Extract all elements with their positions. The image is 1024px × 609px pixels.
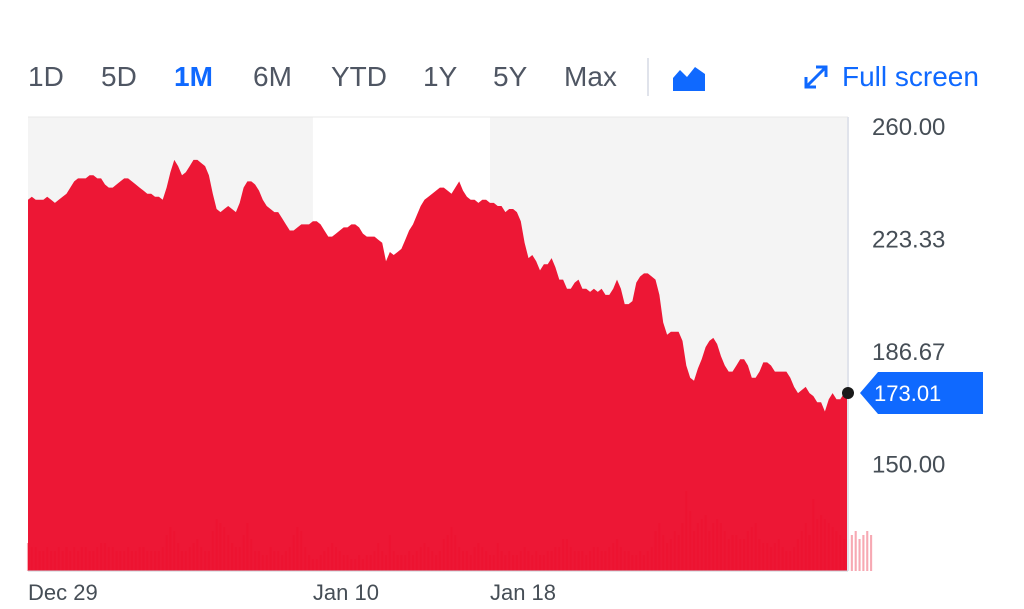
range-toolbar: 1D 5D 1M 6M YTD 1Y 5Y Max Full screen [0, 56, 1024, 98]
range-5d-button[interactable]: 5D [101, 61, 137, 92]
range-6m-button[interactable]: 6M [253, 61, 292, 92]
last-price-tag [860, 372, 983, 415]
price-chart[interactable]: 260.00 223.33 186.67 150.00 Dec 29 Jan 1… [0, 108, 1024, 609]
x-axis-ticks: Dec 29 Jan 10 Jan 18 [28, 580, 556, 605]
volume-bar [858, 539, 861, 571]
fullscreen-label: Full screen [842, 61, 979, 92]
last-price-dot [842, 387, 854, 400]
range-1m-button[interactable]: 1M [174, 61, 213, 92]
volume-bar [850, 535, 853, 571]
volume-bar [854, 531, 857, 571]
expand-arrows-icon [804, 65, 828, 89]
y-tick-label: 186.67 [872, 339, 945, 366]
last-price-marker: 173.01 [842, 372, 983, 415]
x-tick-label: Jan 18 [490, 580, 556, 605]
last-price-label: 173.01 [874, 381, 941, 406]
volume-bar [862, 535, 865, 571]
y-tick-label: 223.33 [872, 227, 945, 254]
price-area [28, 159, 848, 571]
y-tick-label: 260.00 [872, 114, 945, 141]
range-1d-button[interactable]: 1D [28, 61, 64, 92]
fullscreen-button[interactable]: Full screen [802, 56, 979, 98]
range-1y-button[interactable]: 1Y [423, 61, 458, 92]
range-ytd-button[interactable]: YTD [331, 61, 387, 92]
volume-bar [870, 535, 873, 571]
range-5y-button[interactable]: 5Y [493, 61, 528, 92]
volume-bar [866, 531, 869, 571]
area-chart-icon[interactable] [672, 62, 706, 92]
y-axis-ticks: 260.00 223.33 186.67 150.00 [872, 114, 945, 478]
y-tick-label: 150.00 [872, 452, 945, 479]
range-max-button[interactable]: Max [564, 61, 617, 92]
toolbar-divider [647, 58, 649, 96]
x-tick-label: Jan 10 [313, 580, 379, 605]
x-tick-label: Dec 29 [28, 580, 98, 605]
